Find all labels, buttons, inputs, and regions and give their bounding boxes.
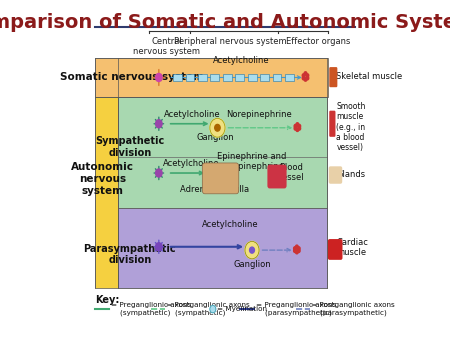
Text: Acetylcholine: Acetylcholine [164, 110, 221, 119]
Circle shape [302, 76, 305, 80]
Circle shape [306, 76, 309, 80]
Text: Acetylcholine: Acetylcholine [163, 160, 220, 168]
Text: Effector organs: Effector organs [286, 37, 351, 46]
Circle shape [298, 124, 301, 128]
FancyBboxPatch shape [211, 74, 219, 81]
Text: Cardiac
muscle: Cardiac muscle [336, 238, 368, 258]
FancyBboxPatch shape [248, 74, 256, 81]
Circle shape [306, 74, 309, 77]
Text: Norepinephrine: Norepinephrine [226, 110, 292, 119]
FancyBboxPatch shape [118, 97, 327, 208]
Circle shape [298, 127, 301, 130]
Circle shape [156, 169, 162, 177]
FancyBboxPatch shape [235, 74, 244, 81]
Circle shape [215, 124, 220, 131]
FancyBboxPatch shape [285, 74, 294, 81]
Circle shape [296, 250, 298, 254]
Text: Ganglion: Ganglion [196, 132, 234, 142]
Circle shape [210, 306, 216, 313]
Text: Ganglion: Ganglion [233, 260, 271, 269]
FancyBboxPatch shape [202, 163, 239, 194]
Text: Adrenal medulla: Adrenal medulla [180, 185, 250, 194]
Circle shape [245, 241, 259, 259]
Circle shape [294, 127, 297, 130]
Circle shape [297, 249, 300, 252]
Text: = Postganglionic axons
    (parasympathetic): = Postganglionic axons (parasympathetic) [311, 303, 395, 316]
FancyBboxPatch shape [223, 74, 232, 81]
Circle shape [294, 124, 297, 128]
Text: Blood
vessel: Blood vessel [278, 163, 305, 182]
Text: Skeletal muscle: Skeletal muscle [336, 72, 403, 81]
Text: Smooth
muscle
(e.g., in
a blood
vessel): Smooth muscle (e.g., in a blood vessel) [336, 102, 366, 152]
Text: = Postganglionic axons
    (sympathetic): = Postganglionic axons (sympathetic) [166, 303, 250, 316]
FancyBboxPatch shape [273, 74, 281, 81]
Text: Acetylcholine: Acetylcholine [202, 220, 259, 229]
Circle shape [293, 247, 296, 250]
Circle shape [156, 73, 162, 81]
FancyBboxPatch shape [260, 74, 269, 81]
Circle shape [296, 128, 299, 131]
Circle shape [156, 243, 162, 251]
Text: Glands: Glands [336, 170, 365, 178]
Text: Comparison of Somatic and Autonomic Systems: Comparison of Somatic and Autonomic Syst… [0, 13, 450, 32]
FancyBboxPatch shape [173, 74, 182, 81]
FancyBboxPatch shape [329, 111, 335, 137]
Circle shape [304, 72, 307, 75]
Text: Epinephrine and
norepinephrine: Epinephrine and norepinephrine [217, 151, 287, 171]
Circle shape [304, 78, 307, 81]
FancyBboxPatch shape [95, 58, 328, 97]
Circle shape [302, 74, 305, 77]
FancyBboxPatch shape [328, 166, 342, 184]
Text: = Preganglionic axons
    (sympathetic): = Preganglionic axons (sympathetic) [111, 303, 191, 316]
FancyBboxPatch shape [267, 165, 287, 189]
Text: Key:: Key: [95, 295, 120, 305]
Text: Central
nervous system: Central nervous system [134, 37, 200, 56]
FancyBboxPatch shape [185, 74, 194, 81]
Text: Somatic nervous system: Somatic nervous system [60, 72, 204, 82]
Text: Autonomic
nervous
system: Autonomic nervous system [72, 163, 135, 196]
Text: Sympathetic
division: Sympathetic division [95, 137, 165, 158]
FancyBboxPatch shape [198, 74, 207, 81]
FancyBboxPatch shape [95, 97, 118, 288]
Circle shape [250, 247, 254, 253]
FancyBboxPatch shape [329, 67, 338, 87]
FancyBboxPatch shape [118, 208, 327, 288]
Circle shape [296, 245, 298, 248]
Circle shape [156, 120, 162, 128]
Text: Acetylcholine: Acetylcholine [213, 55, 270, 65]
Circle shape [297, 247, 300, 250]
Text: = Preganglionic axons
    (parasympathetic): = Preganglionic axons (parasympathetic) [256, 303, 336, 316]
Circle shape [210, 118, 225, 137]
Text: Peripheral nervous system: Peripheral nervous system [174, 37, 287, 46]
FancyBboxPatch shape [328, 239, 342, 260]
Circle shape [296, 123, 299, 126]
Text: = Myelination: = Myelination [217, 306, 267, 312]
Text: Parasympathetic
division: Parasympathetic division [84, 244, 176, 265]
Circle shape [293, 249, 296, 252]
